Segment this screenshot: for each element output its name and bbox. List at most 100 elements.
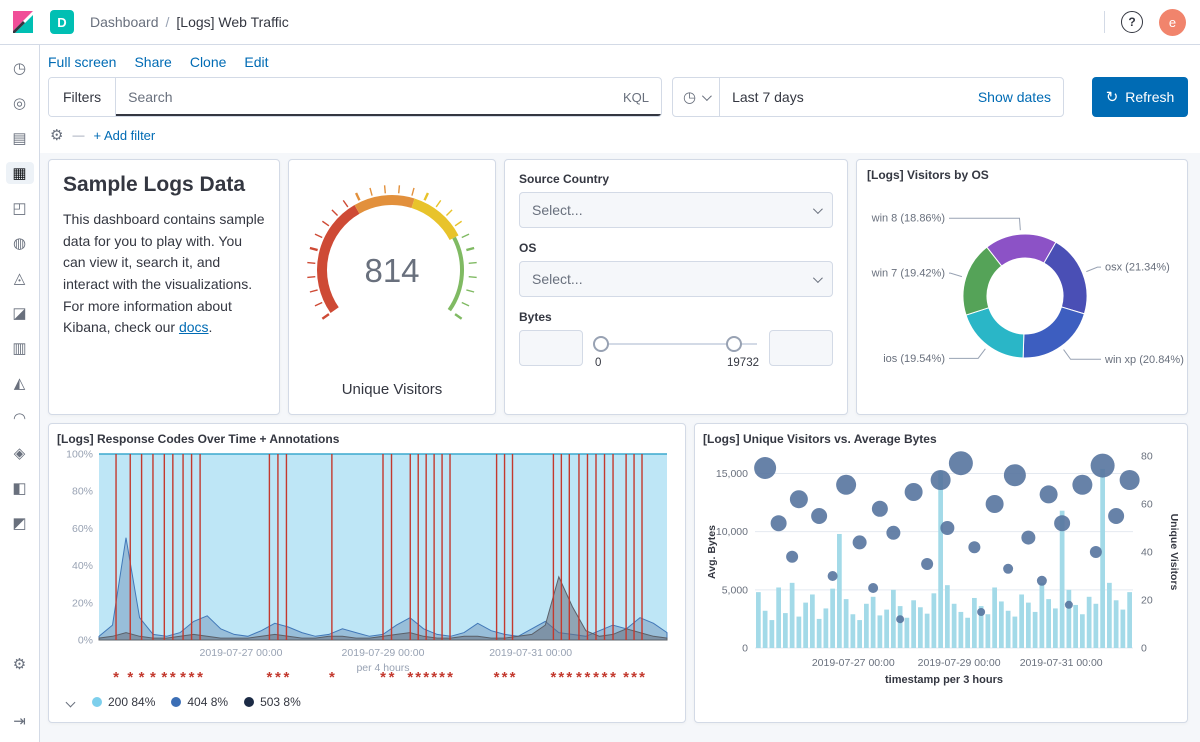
nav-visualize-icon[interactable]: ▤ xyxy=(12,130,27,147)
bytes-min-input[interactable] xyxy=(519,330,583,366)
time-quick-select-button[interactable]: ◷ xyxy=(673,78,721,116)
toolbar-link-full-screen[interactable]: Full screen xyxy=(48,54,117,70)
header-divider xyxy=(1104,11,1105,33)
svg-text:Avg. Bytes: Avg. Bytes xyxy=(706,525,718,579)
page-title: [Logs] Web Traffic xyxy=(176,14,289,30)
toolbar-link-clone[interactable]: Clone xyxy=(189,54,227,70)
filters-button[interactable]: Filters xyxy=(49,78,117,116)
search-input[interactable] xyxy=(128,89,613,105)
svg-text:*: * xyxy=(380,669,386,686)
svg-text:2019-07-27 00:00: 2019-07-27 00:00 xyxy=(812,657,895,669)
source-country-placeholder: Select... xyxy=(532,202,583,218)
docs-link[interactable]: docs xyxy=(178,319,209,336)
bytes-max-input[interactable] xyxy=(769,330,833,366)
svg-text:*: * xyxy=(113,669,119,686)
gauge-caption: Unique Visitors xyxy=(341,381,443,398)
panel-response-codes: [Logs] Response Codes Over Time + Annota… xyxy=(48,423,686,723)
nav-metrics-icon[interactable]: ◪ xyxy=(12,305,27,322)
slider-track[interactable] xyxy=(595,343,757,345)
donut-chart[interactable]: win 8 (18.86%) osx (21.34%) win xp (20.84%… xyxy=(867,182,1188,406)
os-select[interactable]: Select... xyxy=(519,261,833,297)
bytes-label: Bytes xyxy=(519,310,552,324)
nav-logs-icon[interactable]: ▥ xyxy=(12,340,27,357)
add-filter-link[interactable]: + Add filter xyxy=(93,127,156,143)
nav-stack-monitoring-icon[interactable]: ◩ xyxy=(12,515,27,532)
response-chart[interactable]: 0%20%40%60%80%100%* * * * * * * * * * * * * * * * * * * * * *… xyxy=(57,446,677,686)
svg-text:*: * xyxy=(566,669,572,686)
nav-apm-icon[interactable]: ◭ xyxy=(13,375,26,392)
date-picker: ◷ Last 7 days Show dates xyxy=(672,77,1064,117)
help-icon[interactable]: ? xyxy=(1121,11,1143,33)
svg-text:*: * xyxy=(623,669,629,686)
svg-text:60%: 60% xyxy=(72,523,93,535)
svg-text:*: * xyxy=(189,669,195,686)
nav-discover-icon[interactable]: ◎ xyxy=(12,95,27,112)
nav-maps-icon[interactable]: ◍ xyxy=(12,235,27,252)
bubble-chart-title: [Logs] Unique Visitors vs. Average Bytes xyxy=(703,432,937,446)
nav-machine-learning-icon[interactable]: ◬ xyxy=(13,270,26,287)
filter-options-gear-icon[interactable]: ⚙ xyxy=(50,127,64,144)
markdown-body: This dashboard contains sample data for … xyxy=(63,209,265,339)
space-badge[interactable]: D xyxy=(50,10,74,34)
legend-item-404[interactable]: 404 8% xyxy=(171,695,228,709)
legend-item-200[interactable]: 200 84% xyxy=(92,695,155,709)
svg-text:2019-07-29 00:00: 2019-07-29 00:00 xyxy=(342,647,425,659)
nav-siem-icon[interactable]: ◈ xyxy=(13,445,26,462)
svg-text:*: * xyxy=(180,669,186,686)
avatar[interactable]: e xyxy=(1159,8,1186,36)
svg-text:*: * xyxy=(415,669,421,686)
svg-text:ios (19.54%): ios (19.54%) xyxy=(883,353,945,365)
markdown-text-end: . xyxy=(208,319,213,336)
chevron-down-icon xyxy=(702,90,712,101)
filter-divider: — xyxy=(72,128,85,142)
legend-item-503[interactable]: 503 8% xyxy=(244,695,301,709)
legend-collapse-icon[interactable] xyxy=(65,697,76,707)
bubble-chart[interactable]: 0 5,000 10,000 15,000 0 20 40 60 80 2019-07-27 00… xyxy=(703,446,1180,704)
kibana-logo[interactable] xyxy=(0,0,46,45)
response-chart-title: [Logs] Response Codes Over Time + Annota… xyxy=(57,432,340,446)
show-dates-link[interactable]: Show dates xyxy=(977,89,1051,105)
legend-dot xyxy=(244,697,255,707)
svg-text:*: * xyxy=(197,669,203,686)
svg-text:20%: 20% xyxy=(72,597,93,609)
nav-dashboard-icon[interactable]: ▦ xyxy=(5,162,34,184)
bytes-range-slider: 0 19732 xyxy=(593,330,759,374)
toolbar-link-share[interactable]: Share xyxy=(134,54,172,70)
toolbar-link-edit[interactable]: Edit xyxy=(244,54,269,70)
nav-canvas-icon[interactable]: ◰ xyxy=(12,200,27,217)
svg-text:*: * xyxy=(431,669,437,686)
time-range-text[interactable]: Last 7 days xyxy=(732,89,804,105)
nav-management[interactable]: ⚙ xyxy=(12,656,27,673)
svg-text:2019-07-31 00:00: 2019-07-31 00:00 xyxy=(1020,657,1103,669)
chevron-down-icon xyxy=(812,203,823,214)
kql-toggle[interactable]: KQL xyxy=(622,89,649,105)
svg-text:20: 20 xyxy=(1141,595,1153,607)
svg-text:*: * xyxy=(550,669,556,686)
breadcrumb-dashboard[interactable]: Dashboard xyxy=(90,14,159,30)
slider-thumb-max[interactable] xyxy=(725,336,742,352)
svg-text:*: * xyxy=(127,669,133,686)
svg-text:40%: 40% xyxy=(72,560,93,572)
slider-thumb-min[interactable] xyxy=(593,336,609,352)
nav-uptime-icon[interactable]: ◠ xyxy=(12,410,27,427)
refresh-button[interactable]: ↻ Refresh xyxy=(1092,77,1188,117)
svg-text:0: 0 xyxy=(1141,643,1147,655)
svg-text:*: * xyxy=(502,669,508,686)
svg-text:osx (21.34%): osx (21.34%) xyxy=(1105,262,1170,274)
nav-dev-tools-icon[interactable]: ◧ xyxy=(12,480,27,497)
dashboard-toolbar: Full screen Share Clone Edit xyxy=(40,45,1200,77)
nav-recently-viewed-icon[interactable]: ◷ xyxy=(12,60,27,77)
svg-text:timestamp per 3 hours: timestamp per 3 hours xyxy=(885,674,1003,686)
svg-text:*: * xyxy=(494,669,500,686)
svg-text:814: 814 xyxy=(364,252,419,289)
source-country-select[interactable]: Select... xyxy=(519,192,833,228)
svg-text:*: * xyxy=(150,669,156,686)
svg-text:*: * xyxy=(610,669,616,686)
nav-collapse-icon[interactable]: ⇥ xyxy=(13,713,26,730)
svg-text:2019-07-27 00:00: 2019-07-27 00:00 xyxy=(200,647,283,659)
svg-text:80%: 80% xyxy=(72,486,93,498)
donut-title: [Logs] Visitors by OS xyxy=(867,168,989,182)
kibana-logo-icon xyxy=(13,11,33,33)
legend-dot xyxy=(92,697,102,707)
svg-text:*: * xyxy=(439,669,445,686)
